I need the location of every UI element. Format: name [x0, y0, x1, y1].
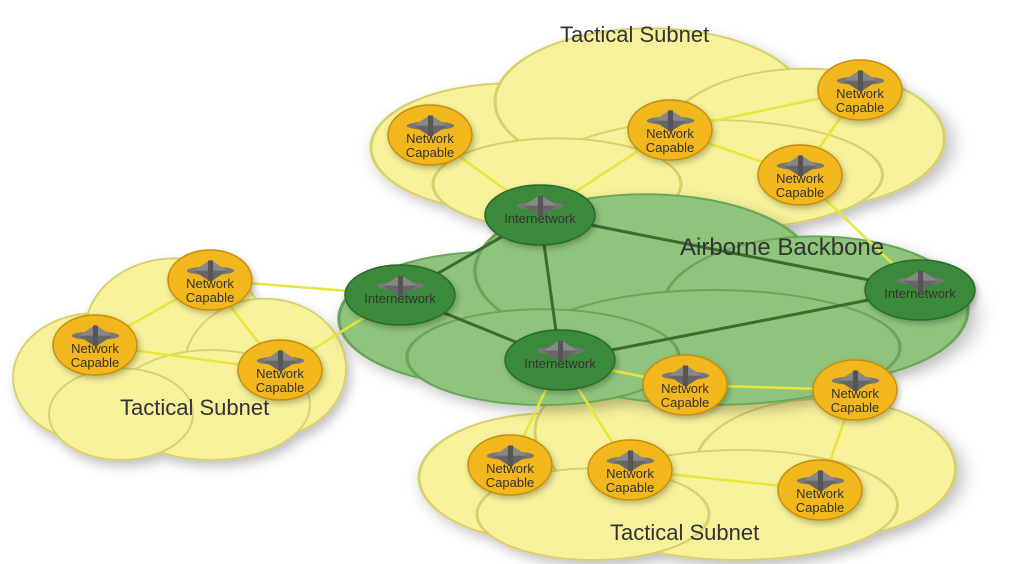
network-capable-node: NetworkCapable: [818, 60, 902, 120]
network-capable-node: NetworkCapable: [628, 100, 712, 160]
node-label: Capable: [256, 380, 304, 395]
internetwork-node: Internetwork: [505, 330, 615, 390]
network-capable-node: NetworkCapable: [813, 360, 897, 420]
node-label: Capable: [776, 185, 824, 200]
internetwork-node: Internetwork: [865, 260, 975, 320]
tactical-subnet-label: Tactical Subnet: [560, 22, 709, 47]
network-capable-node: NetworkCapable: [588, 440, 672, 500]
node-label: Network: [71, 341, 119, 356]
node-label: Network: [661, 381, 709, 396]
internetwork-node: Internetwork: [345, 265, 455, 325]
node-label: Capable: [406, 145, 454, 160]
tactical-subnet-label: Tactical Subnet: [610, 520, 759, 545]
node-label: Network: [796, 486, 844, 501]
node-label: Capable: [486, 475, 534, 490]
node-label: Capable: [71, 355, 119, 370]
node-label: Network: [406, 131, 454, 146]
node-label: Capable: [661, 395, 709, 410]
airborne-backbone-label: Airborne Backbone: [680, 234, 884, 261]
network-capable-node: NetworkCapable: [758, 145, 842, 205]
node-label: Network: [776, 171, 824, 186]
node-label: Capable: [606, 480, 654, 495]
network-capable-node: NetworkCapable: [168, 250, 252, 310]
node-label: Network: [646, 126, 694, 141]
node-label: Internetwork: [504, 211, 576, 226]
network-capable-node: NetworkCapable: [388, 105, 472, 165]
node-label: Network: [486, 461, 534, 476]
node-label: Capable: [831, 400, 879, 415]
node-label: Capable: [186, 290, 234, 305]
node-label: Internetwork: [884, 286, 956, 301]
tactical-subnet-label: Tactical Subnet: [120, 395, 269, 420]
network-capable-node: NetworkCapable: [238, 340, 322, 400]
network-capable-node: NetworkCapable: [468, 435, 552, 495]
node-label: Internetwork: [524, 356, 596, 371]
network-capable-node: NetworkCapable: [778, 460, 862, 520]
node-label: Network: [186, 276, 234, 291]
node-label: Capable: [646, 140, 694, 155]
node-label: Network: [831, 386, 879, 401]
internetwork-node: Internetwork: [485, 185, 595, 245]
node-label: Network: [256, 366, 304, 381]
node-label: Internetwork: [364, 291, 436, 306]
network-capable-node: NetworkCapable: [53, 315, 137, 375]
network-capable-node: NetworkCapable: [643, 355, 727, 415]
node-label: Capable: [796, 500, 844, 515]
node-label: Capable: [836, 100, 884, 115]
node-label: Network: [606, 466, 654, 481]
node-label: Network: [836, 86, 884, 101]
